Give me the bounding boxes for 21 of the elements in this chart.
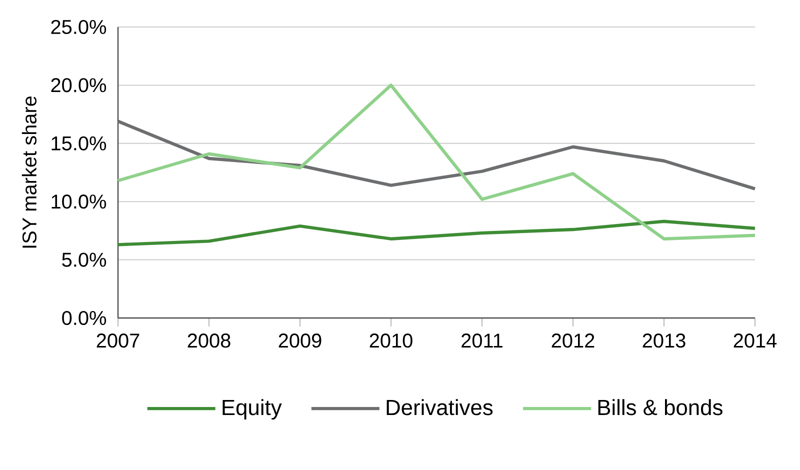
legend-label: Equity (222, 399, 282, 420)
x-tick-label: 2009 (278, 334, 322, 348)
y-tick-label: 15.0% (52, 136, 106, 150)
x-tick-label: 2013 (642, 334, 686, 348)
x-tick-label: 2008 (188, 334, 230, 348)
x-tick-label: 2010 (370, 334, 412, 348)
y-tick-label: 25.0% (51, 20, 106, 34)
y-tick-label: 10.0% (52, 194, 106, 209)
x-tick-label: 2011 (462, 334, 502, 348)
y-tick-label: 5.0% (62, 252, 106, 267)
x-tick-label: 2014 (734, 334, 777, 348)
legend-label: Bills & bonds (598, 399, 722, 416)
y-tick-label: 20.0% (51, 78, 106, 92)
y-tick-label: 0.0% (62, 310, 106, 326)
x-tick-label: 2007 (96, 334, 140, 348)
line-series (116, 120, 757, 190)
x-tick-label: 2012 (552, 334, 594, 348)
line-series (116, 220, 757, 246)
y-axis-title: ISY market share (22, 96, 37, 248)
line-series (116, 84, 757, 240)
legend-label: Derivatives (386, 399, 493, 416)
